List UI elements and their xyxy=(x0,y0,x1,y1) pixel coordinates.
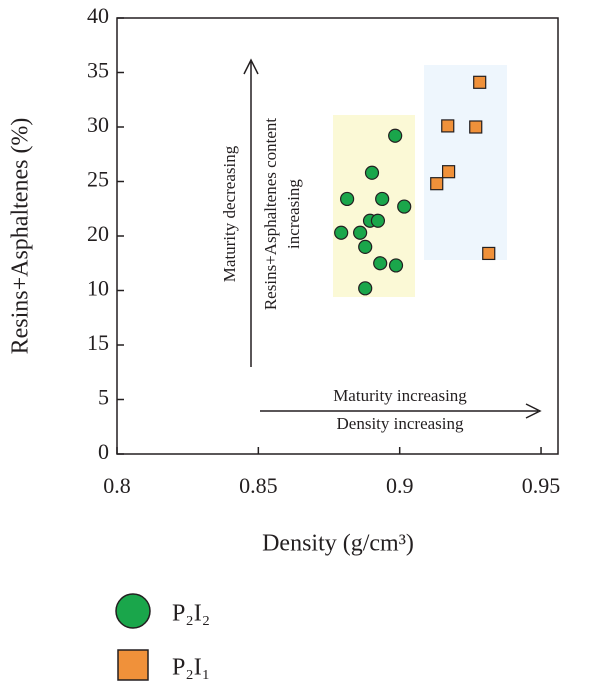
y-tick-label: 35 xyxy=(87,58,109,83)
y-tick-label: 5 xyxy=(98,385,109,410)
point xyxy=(340,191,355,207)
point xyxy=(373,256,388,271)
point xyxy=(430,177,444,191)
point xyxy=(375,191,390,207)
point xyxy=(473,75,487,89)
point xyxy=(441,119,455,133)
y-tick-label: 30 xyxy=(87,112,109,137)
annotation: Resins+Asphaltenes content xyxy=(261,118,280,311)
highlight-region xyxy=(424,65,507,260)
point xyxy=(358,281,373,296)
legend-marker xyxy=(115,593,151,629)
annotation: increasing xyxy=(284,179,303,249)
arrow-head xyxy=(525,403,542,419)
y-tick-label: 20 xyxy=(87,221,109,246)
y-tick-label: 40 xyxy=(87,3,109,28)
point xyxy=(358,239,373,254)
annotation: Maturity increasing xyxy=(333,386,467,405)
point xyxy=(370,213,386,228)
x-tick-label: 0.95 xyxy=(522,473,561,498)
legend-marker xyxy=(117,649,149,681)
legend-label: P₂I₁ xyxy=(172,655,210,681)
x-tick-label: 0.85 xyxy=(239,473,278,498)
point xyxy=(364,165,380,180)
y-tick-label: 15 xyxy=(87,330,109,355)
point xyxy=(441,165,456,179)
point xyxy=(482,246,496,261)
x-tick-label: 0.8 xyxy=(103,473,131,498)
x-tick-label: 0.9 xyxy=(386,473,414,498)
point xyxy=(469,120,483,134)
arrow-head xyxy=(243,58,259,75)
point xyxy=(388,128,403,143)
legend-label: P₂I₂ xyxy=(172,601,210,627)
point xyxy=(334,225,349,240)
annotation: Density increasing xyxy=(337,414,464,433)
point xyxy=(388,258,404,273)
x-axis-label: Density (g/cm³) xyxy=(262,531,414,557)
y-tick-label: 10 xyxy=(87,276,109,301)
annotation: Maturity decreasing xyxy=(220,145,239,282)
y-axis-label: Resins+Asphaltenes (%) xyxy=(8,118,34,355)
point xyxy=(397,199,412,214)
point xyxy=(353,225,368,240)
y-tick-label: 25 xyxy=(87,167,109,192)
y-tick-label: 0 xyxy=(98,439,109,464)
